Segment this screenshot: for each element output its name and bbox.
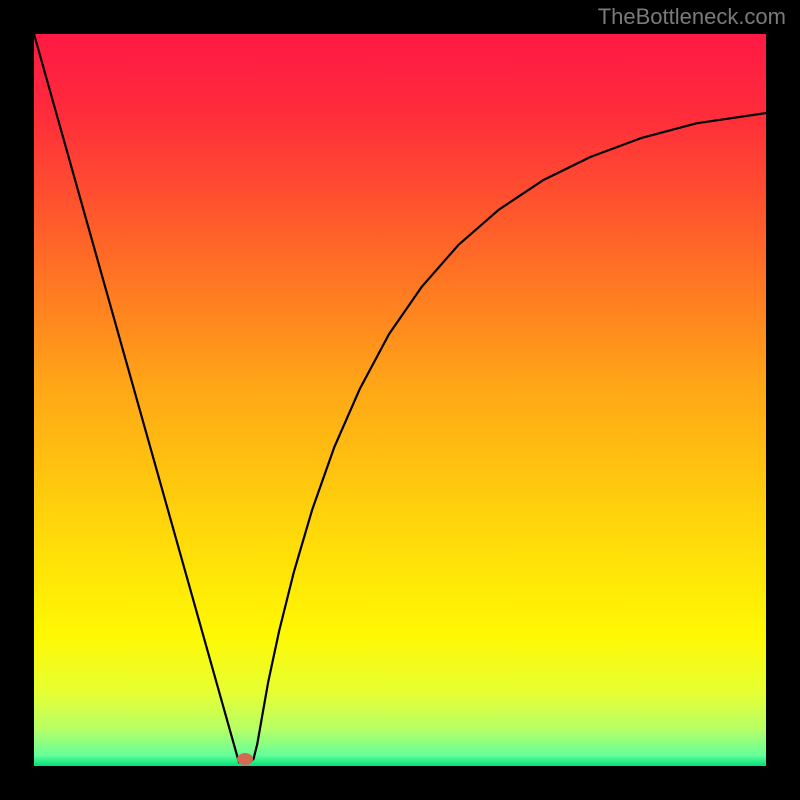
curve-minimum-marker <box>237 753 253 765</box>
watermark-text: TheBottleneck.com <box>598 4 786 30</box>
plot-area <box>34 34 766 766</box>
plot-svg <box>34 34 766 766</box>
bottleneck-curve <box>34 34 766 762</box>
